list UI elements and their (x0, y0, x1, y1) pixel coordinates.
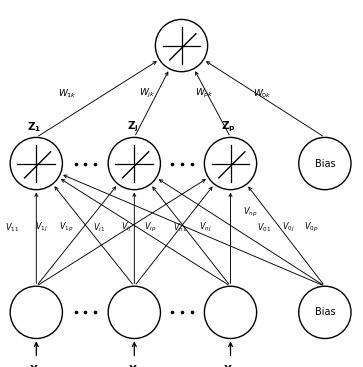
Text: $V_{n1}$: $V_{n1}$ (173, 222, 187, 234)
Text: $W_{jk}$: $W_{jk}$ (139, 87, 155, 100)
Circle shape (155, 19, 208, 72)
Text: $V_{ip}$: $V_{ip}$ (144, 221, 157, 235)
Circle shape (108, 286, 160, 338)
Circle shape (299, 137, 351, 190)
Circle shape (108, 137, 160, 190)
Text: $\mathbf{Z_j}$: $\mathbf{Z_j}$ (127, 120, 138, 134)
Circle shape (204, 137, 257, 190)
Circle shape (204, 286, 257, 338)
Text: $V_{i1}$: $V_{i1}$ (93, 222, 105, 234)
Text: $\mathbf{Z_1}$: $\mathbf{Z_1}$ (27, 121, 42, 134)
Text: $\mathbf{X_i}$: $\mathbf{X_i}$ (128, 363, 140, 367)
Text: Bias: Bias (315, 159, 335, 168)
Text: $W_{1k}$: $W_{1k}$ (58, 87, 77, 100)
Text: $V_{nj}$: $V_{nj}$ (199, 221, 211, 235)
Text: $V_{1j}$: $V_{1j}$ (36, 221, 48, 235)
Text: $\mathbf{X_n}$: $\mathbf{X_n}$ (223, 363, 238, 367)
Text: $W_{0k}$: $W_{0k}$ (253, 87, 272, 100)
Circle shape (299, 286, 351, 338)
Text: $V_{np}$: $V_{np}$ (242, 206, 257, 219)
Circle shape (10, 137, 62, 190)
Text: $V_{1p}$: $V_{1p}$ (59, 221, 74, 235)
Text: $\mathbf{X_1}$: $\mathbf{X_1}$ (29, 363, 44, 367)
Text: $V_{11}$: $V_{11}$ (5, 222, 19, 234)
Text: $\mathbf{Z_p}$: $\mathbf{Z_p}$ (221, 120, 236, 134)
Text: $V_{ij}$: $V_{ij}$ (121, 221, 131, 235)
Text: $V_{0j}$: $V_{0j}$ (282, 221, 295, 235)
Circle shape (10, 286, 62, 338)
Text: Bias: Bias (315, 308, 335, 317)
Text: $W_{pk}$: $W_{pk}$ (195, 87, 213, 100)
Text: $V_{01}$: $V_{01}$ (257, 222, 271, 234)
Text: $V_{0p}$: $V_{0p}$ (304, 221, 319, 235)
